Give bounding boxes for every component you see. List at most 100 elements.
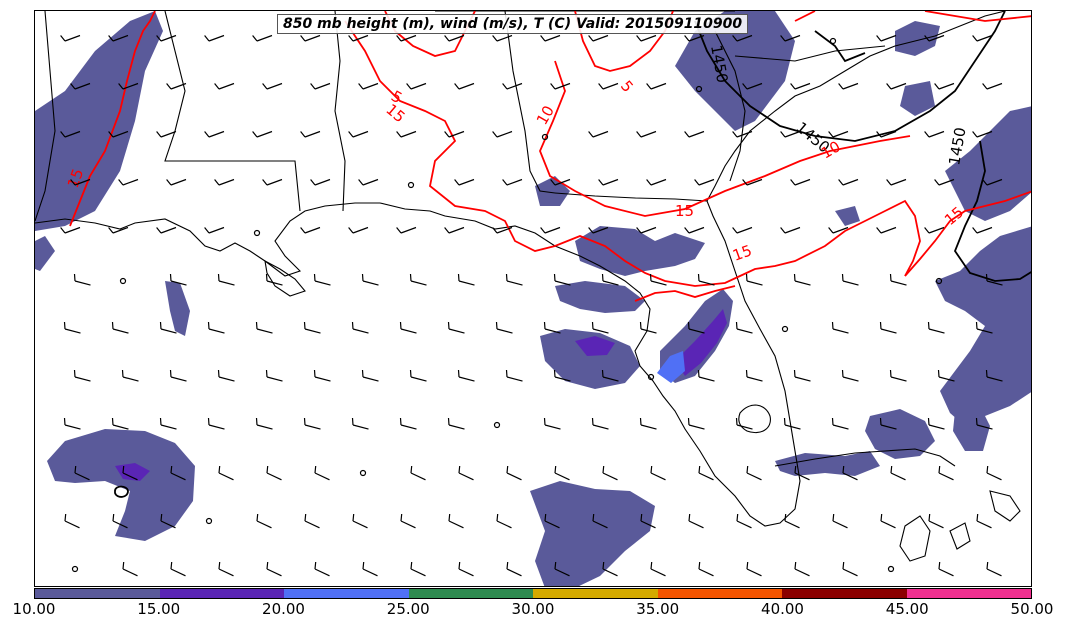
wind-barb: [396, 34, 417, 42]
shading-region-carolina-coast: [945, 106, 1031, 221]
wind-barb: [540, 226, 561, 234]
wind-barb: [204, 130, 225, 138]
wind-barb: [841, 273, 859, 286]
wind-barb: [122, 465, 138, 481]
wind-barb: [255, 417, 273, 430]
wind-barb: [348, 130, 369, 138]
shading-region-northeast-small: [900, 81, 935, 116]
wind-barb: [601, 273, 619, 286]
wind-barb: [876, 226, 897, 234]
atlantic-coast: [706, 11, 1006, 202]
calm-wind-marker: [71, 565, 79, 573]
wind-barb: [399, 321, 417, 334]
wind-barb: [60, 226, 81, 234]
wind-barb: [592, 513, 608, 529]
wind-barb: [986, 561, 1002, 577]
wind-barb: [831, 321, 849, 334]
bahamas-island-1: [899, 515, 931, 562]
wind-barb: [112, 513, 128, 529]
contour-labels: 1450 1450 1450 15 15 15 15 15 10 10 5 5: [64, 44, 970, 265]
wind-barb: [313, 369, 331, 382]
wind-barb: [218, 465, 234, 481]
colorbar-tick: 25.00: [386, 600, 430, 618]
shading-strong-florida: [675, 309, 727, 376]
calm-wind-marker: [493, 421, 501, 429]
wind-barb: [732, 130, 753, 138]
wind-barb: [63, 417, 81, 430]
shading-strong-gulf: [575, 336, 615, 356]
colorbar-segment-2: [159, 589, 284, 598]
shading-region-southeast-small: [835, 206, 860, 226]
wind-barb: [454, 178, 475, 186]
wind-barb: [639, 417, 657, 430]
shading-region-north-florida: [575, 226, 705, 276]
height-contours: [114, 11, 1031, 498]
calm-wind-marker: [781, 325, 789, 333]
wind-barb: [217, 369, 235, 382]
wind-barb: [972, 130, 993, 138]
shading-region-north-carolina: [895, 21, 940, 56]
wind-barb: [358, 178, 379, 186]
wind-barb: [444, 34, 465, 42]
wind-barb: [745, 273, 763, 286]
height-contour-east: [953, 140, 1031, 282]
wind-barb: [361, 369, 379, 382]
wind-barb: [650, 561, 666, 577]
shading-region-east-coast: [935, 226, 1031, 426]
shading-max-florida: [657, 351, 685, 383]
wind-barb: [255, 321, 273, 334]
wind-barb: [300, 130, 321, 138]
wind-barb: [842, 561, 858, 577]
wind-barb: [108, 34, 129, 42]
map-canvas: 1450 1450 1450 15 15 15 15 15 10 10 5 5: [35, 11, 1031, 586]
wind-barb: [506, 465, 522, 481]
temperature-contour-10: [539, 60, 911, 217]
wind-barb: [310, 178, 331, 186]
wind-barb: [591, 417, 609, 430]
wind-barb: [735, 321, 753, 334]
wind-barb: [457, 369, 475, 382]
wind-barb: [784, 513, 800, 529]
wind-barb: [646, 82, 667, 90]
wind-barb: [313, 273, 331, 286]
wind-barb: [924, 226, 945, 234]
wind-barb: [362, 561, 378, 577]
wind-barb: [266, 561, 282, 577]
wind-barb: [396, 226, 417, 234]
wind-barb: [650, 465, 666, 481]
wind-barb: [214, 178, 235, 186]
wind-barb: [252, 34, 273, 42]
wind-barb: [742, 82, 763, 90]
colorbar-segment-4: [408, 589, 533, 598]
wind-barb: [314, 561, 330, 577]
wind-barb: [985, 273, 1003, 286]
wind-barb: [694, 178, 715, 186]
wind-barb: [876, 34, 897, 42]
wind-barb: [458, 561, 474, 577]
wind-barb: [252, 130, 273, 138]
wind-barb: [832, 513, 848, 529]
wind-barb: [876, 130, 897, 138]
wind-barb: [794, 465, 810, 481]
wind-barb: [159, 321, 177, 334]
wind-barb: [831, 417, 849, 430]
temperature-contour-top-right: [924, 11, 1031, 22]
wind-barb: [924, 34, 945, 42]
wind-barb: [111, 321, 129, 334]
nc-sc-border: [734, 45, 886, 62]
wind-barb: [506, 561, 522, 577]
wind-barb: [938, 561, 954, 577]
calm-wind-marker: [253, 229, 261, 237]
wind-barb: [300, 34, 321, 42]
wind-barb: [976, 513, 992, 529]
wind-barb: [780, 226, 801, 234]
wind-barb: [636, 130, 657, 138]
wind-barb: [156, 226, 177, 234]
wind-barb: [544, 513, 560, 529]
height-contour-north: [814, 30, 866, 63]
wind-barb: [636, 34, 657, 42]
wind-barb: [794, 561, 810, 577]
lake-okeechobee: [738, 404, 771, 434]
wind-barb: [74, 465, 90, 481]
wind-barb: [204, 34, 225, 42]
